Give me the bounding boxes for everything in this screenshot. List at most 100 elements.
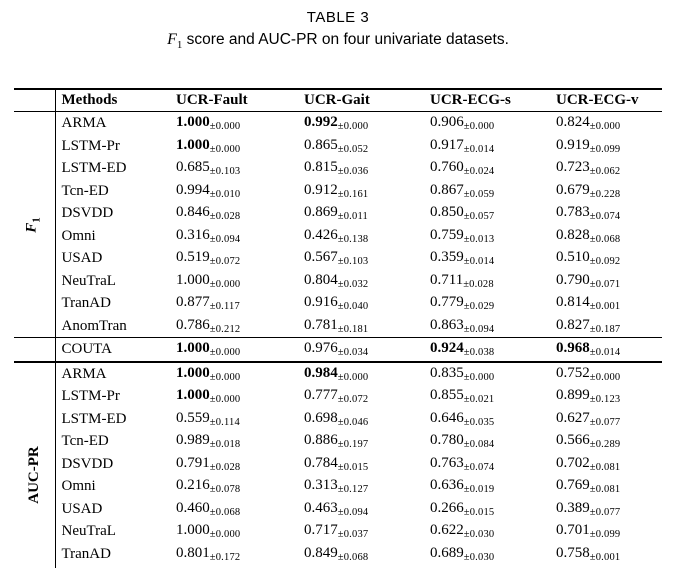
stddev-subscript: ±0.000 bbox=[463, 371, 495, 383]
score-value: 0.636 bbox=[430, 477, 464, 494]
stddev-subscript: ±0.099 bbox=[589, 529, 621, 541]
value-cell: 0.781±0.181 bbox=[298, 315, 424, 338]
score-value: 0.463 bbox=[304, 499, 338, 516]
method-cell: TranAD bbox=[61, 295, 111, 312]
stddev-subscript: ±0.030 bbox=[463, 529, 495, 541]
stddev-subscript: ±0.103 bbox=[209, 166, 241, 178]
stddev-subscript: ±0.040 bbox=[337, 301, 369, 313]
column-header: Methods bbox=[55, 88, 170, 113]
value-cell: 0.886±0.197 bbox=[298, 430, 424, 453]
score-value: 0.701 bbox=[556, 522, 590, 539]
stddev-subscript: ±0.000 bbox=[463, 121, 495, 133]
value-cell: 1.000±0.000 bbox=[170, 385, 298, 408]
stddev-subscript: ±0.021 bbox=[463, 394, 495, 406]
table-row: LSTM-Pr 1.000±0.000 0.777±0.072 0.855±0.021… bbox=[14, 385, 662, 408]
value-cell: 0.984±0.000 bbox=[298, 362, 424, 386]
score-value: 0.717 bbox=[304, 522, 338, 539]
header-row: Methods UCR-Fault UCR-Gait UCR-ECG-s UCR-ECG… bbox=[14, 88, 662, 113]
stddev-subscript: ±0.071 bbox=[589, 278, 621, 290]
value-cell: 0.636±0.019 bbox=[424, 475, 550, 498]
score-value: 0.968 bbox=[556, 340, 590, 357]
score-value: 0.759 bbox=[430, 226, 464, 243]
stddev-subscript: ±0.161 bbox=[337, 188, 369, 200]
stddev-subscript: ±0.084 bbox=[463, 439, 495, 451]
method-cell: DSVDD bbox=[61, 205, 114, 222]
group-label-cell: F1 bbox=[14, 111, 56, 338]
stddev-subscript: ±0.052 bbox=[337, 143, 369, 155]
stddev-subscript: ±0.000 bbox=[209, 278, 241, 290]
stddev-subscript: ±0.072 bbox=[337, 394, 369, 406]
score-value: 0.865 bbox=[304, 136, 338, 153]
value-cell: 0.216±0.078 bbox=[170, 475, 298, 498]
value-cell: 0.877±0.117 bbox=[170, 292, 298, 315]
value-cell: 0.463±0.094 bbox=[298, 498, 424, 521]
value-cell: 0.801±0.172 bbox=[170, 543, 298, 566]
score-value: 0.784 bbox=[304, 454, 338, 471]
value-cell: 0.752±0.000 bbox=[550, 362, 662, 386]
method-cell: Tcn-ED bbox=[61, 182, 109, 199]
stddev-subscript: ±0.011 bbox=[337, 211, 368, 223]
stddev-subscript: ±0.038 bbox=[463, 347, 495, 359]
stddev-subscript: ±0.212 bbox=[209, 323, 241, 335]
table-row: LSTM-ED 0.559±0.114 0.698±0.046 0.646±0.035… bbox=[14, 408, 662, 431]
table-row: USAD 0.460±0.068 0.463±0.094 0.266±0.015 0.3… bbox=[14, 498, 662, 521]
score-value: 0.763 bbox=[430, 454, 464, 471]
score-value: 0.994 bbox=[176, 181, 210, 198]
value-cell: 0.780±0.084 bbox=[424, 430, 550, 453]
value-cell: 0.460±0.068 bbox=[170, 498, 298, 521]
stddev-subscript: ±0.127 bbox=[337, 484, 369, 496]
value-cell: 0.779±0.029 bbox=[424, 292, 550, 315]
results-table: Methods UCR-Fault UCR-Gait UCR-ECG-s UCR-ECG… bbox=[14, 88, 662, 568]
stddev-subscript: ±0.014 bbox=[589, 347, 621, 359]
value-cell: 0.627±0.077 bbox=[550, 408, 662, 431]
caption-f-subscript: 1 bbox=[176, 39, 183, 52]
table-title: TABLE 3 bbox=[306, 9, 370, 26]
value-cell: 0.783±0.074 bbox=[550, 202, 662, 225]
score-value: 0.769 bbox=[556, 477, 590, 494]
method-cell: Omni bbox=[61, 478, 96, 495]
stddev-subscript: ±0.081 bbox=[589, 461, 621, 473]
score-value: 0.359 bbox=[430, 249, 464, 266]
value-cell: 0.786±0.212 bbox=[170, 315, 298, 338]
stddev-subscript: ±0.077 bbox=[589, 416, 621, 428]
stddev-subscript: ±0.181 bbox=[337, 323, 369, 335]
score-value: 0.702 bbox=[556, 454, 590, 471]
stddev-subscript: ±0.028 bbox=[209, 461, 241, 473]
stddev-subscript: ±0.094 bbox=[337, 506, 369, 518]
value-cell: 1.000±0.000 bbox=[170, 112, 298, 135]
stddev-subscript: ±0.000 bbox=[337, 121, 369, 133]
score-value: 0.790 bbox=[556, 271, 590, 288]
score-value: 0.783 bbox=[556, 204, 590, 221]
value-cell: 0.777±0.072 bbox=[298, 385, 424, 408]
stddev-subscript: ±0.010 bbox=[209, 188, 241, 200]
value-cell: 0.869±0.011 bbox=[298, 202, 424, 225]
score-value: 0.510 bbox=[556, 249, 590, 266]
score-value: 0.827 bbox=[556, 316, 590, 333]
value-cell: 0.266±0.015 bbox=[424, 498, 550, 521]
value-cell: 0.559±0.114 bbox=[170, 408, 298, 431]
score-value: 0.786 bbox=[176, 316, 210, 333]
table-row: F1 ARMA 1.000±0.000 0.992±0.000 0.906±0.000 0… bbox=[14, 111, 662, 338]
value-cell: 0.906±0.000 bbox=[424, 112, 550, 135]
stddev-subscript: ±0.000 bbox=[209, 347, 241, 359]
value-cell: 0.827±0.187 bbox=[550, 315, 662, 338]
stddev-subscript: ±0.014 bbox=[463, 143, 495, 155]
stddev-subscript: ±0.059 bbox=[463, 188, 495, 200]
stddev-subscript: ±0.072 bbox=[209, 256, 241, 268]
stddev-subscript: ±0.117 bbox=[209, 301, 240, 313]
stddev-subscript: ±0.228 bbox=[589, 188, 621, 200]
stddev-subscript: ±0.197 bbox=[337, 439, 369, 451]
score-value: 0.912 bbox=[304, 181, 338, 198]
value-cell: 0.855±0.021 bbox=[424, 385, 550, 408]
method-cell: COUTA bbox=[55, 337, 170, 363]
score-value: 0.992 bbox=[304, 114, 338, 131]
corner-cell bbox=[14, 88, 56, 113]
value-cell: 0.850±0.057 bbox=[424, 202, 550, 225]
value-cell: 0.863±0.094 bbox=[424, 315, 550, 338]
value-cell: 0.916±0.040 bbox=[298, 292, 424, 315]
value-cell: 0.867±0.059 bbox=[424, 180, 550, 203]
stddev-subscript: ±0.028 bbox=[463, 278, 494, 290]
score-value: 0.815 bbox=[304, 159, 338, 176]
method-cell: ARMA bbox=[61, 365, 107, 382]
value-cell: 0.924±0.038 bbox=[424, 337, 550, 363]
